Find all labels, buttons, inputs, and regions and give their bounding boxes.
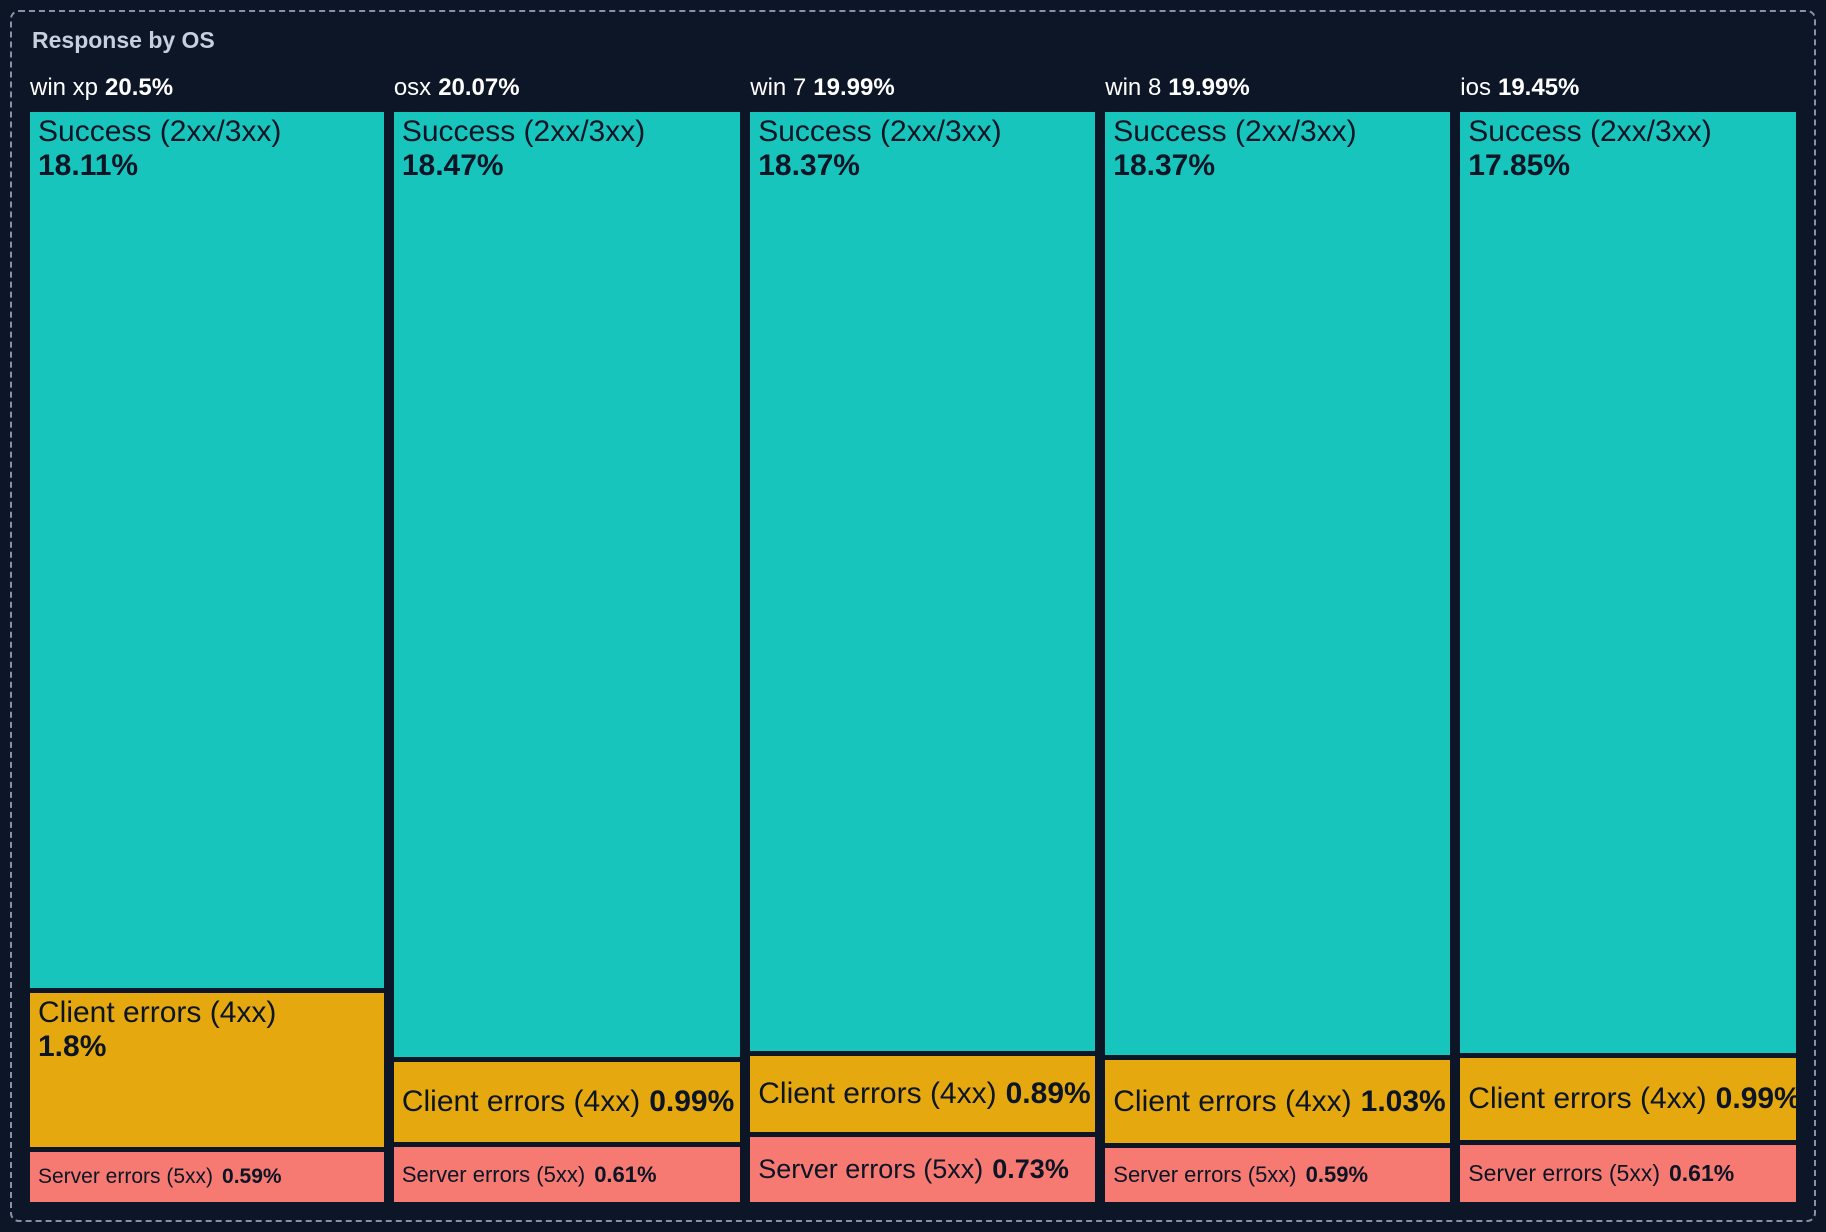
segment-value: 0.59% (1305, 1162, 1369, 1188)
segment-ios-server-errors[interactable]: Server errors (5xx) 0.61% (1460, 1145, 1796, 1202)
segment-name: Server errors (5xx) (1468, 1160, 1660, 1187)
segment-value: 1.8% (38, 1030, 107, 1064)
segment-win-xp-server-errors[interactable]: Server errors (5xx) 0.59% (30, 1151, 384, 1202)
os-total-value: 19.99% (813, 74, 895, 101)
segment-value: 18.37% (758, 148, 860, 182)
column-ios: ios 19.45% Success (2xx/3xx) 17.85% Clien… (1460, 72, 1796, 1202)
os-total-value: 19.99% (1168, 74, 1250, 101)
segment-stack: Success (2xx/3xx) 18.11% Client errors (… (30, 112, 384, 1202)
os-label: ios (1460, 74, 1491, 101)
marimekko-chart: win xp 20.5% Success (2xx/3xx) 18.11% Cli… (30, 72, 1796, 1202)
column-win-7: win 7 19.99% Success (2xx/3xx) 18.37% Cli… (750, 72, 1096, 1202)
segment-value: 0.99% (1715, 1082, 1796, 1116)
segment-win-8-server-errors[interactable]: Server errors (5xx) 0.59% (1105, 1148, 1451, 1202)
segment-value: 18.37% (1113, 148, 1216, 182)
segment-value: 0.99% (649, 1084, 735, 1118)
response-by-os-panel: Response by OS win xp 20.5% Success (2xx/… (10, 10, 1816, 1222)
segment-value: 0.89% (1005, 1076, 1091, 1110)
segment-win-xp-client-errors[interactable]: Client errors (4xx) 1.8% (30, 993, 384, 1147)
segment-win-8-client-errors[interactable]: Client errors (4xx) 1.03% (1105, 1060, 1451, 1144)
segment-name: Server errors (5xx) (758, 1153, 984, 1184)
segment-value: 1.03% (1360, 1084, 1446, 1118)
os-total-value: 20.07% (438, 74, 520, 101)
segment-name: Success (2xx/3xx) (38, 115, 282, 148)
os-label: win 7 (750, 74, 807, 101)
column-header-win-xp: win xp 20.5% (30, 72, 384, 104)
os-label: win 8 (1105, 74, 1162, 101)
segment-name: Server errors (5xx) (1113, 1162, 1297, 1188)
segment-osx-success[interactable]: Success (2xx/3xx) 18.47% (393, 112, 741, 1057)
column-header-ios: ios 19.45% (1460, 72, 1796, 104)
column-win-xp: win xp 20.5% Success (2xx/3xx) 18.11% Cli… (30, 72, 384, 1202)
segment-value: 0.61% (1669, 1160, 1735, 1187)
segment-value: 18.11% (38, 148, 139, 182)
segment-name: Success (2xx/3xx) (401, 115, 646, 148)
segment-win-xp-success[interactable]: Success (2xx/3xx) 18.11% (30, 112, 384, 989)
segment-name: Success (2xx/3xx) (1468, 115, 1712, 148)
column-header-osx: osx 20.07% (394, 72, 740, 104)
segment-win-7-server-errors[interactable]: Server errors (5xx) 0.73% (750, 1136, 1096, 1202)
os-label: osx (393, 74, 432, 101)
segment-win-7-client-errors[interactable]: Client errors (4xx) 0.89% (750, 1055, 1096, 1132)
segment-value: 18.47% (401, 148, 504, 182)
segment-stack: Success (2xx/3xx) 17.85% Client errors (… (1460, 112, 1796, 1202)
segment-name: Client errors (4xx) (1468, 1082, 1707, 1116)
segment-value: 0.59% (222, 1164, 282, 1188)
os-label: win xp (30, 74, 99, 101)
chart-title: Response by OS (32, 27, 215, 53)
segment-value: 0.61% (594, 1161, 657, 1187)
os-total-value: 20.5% (105, 74, 174, 101)
segment-name: Client errors (4xx) (1113, 1084, 1352, 1118)
column-header-win-8: win 8 19.99% (1105, 72, 1450, 104)
segment-name: Client errors (4xx) (401, 1084, 641, 1118)
column-header-win-7: win 7 19.99% (750, 72, 1095, 104)
column-win-8: win 8 19.99% Success (2xx/3xx) 18.37% Cli… (1105, 72, 1451, 1202)
segment-name: Client errors (4xx) (758, 1076, 997, 1110)
segment-value: 0.73% (992, 1153, 1069, 1184)
segment-stack: Success (2xx/3xx) 18.37% Client errors (… (1105, 112, 1451, 1202)
segment-stack: Success (2xx/3xx) 18.37% Client errors (… (750, 112, 1096, 1202)
segment-name: Client errors (4xx) (38, 996, 277, 1030)
segment-name: Server errors (5xx) (401, 1161, 586, 1187)
segment-name: Success (2xx/3xx) (1113, 115, 1357, 148)
segment-osx-server-errors[interactable]: Server errors (5xx) 0.61% (393, 1147, 741, 1202)
segment-osx-client-errors[interactable]: Client errors (4xx) 0.99% (393, 1061, 741, 1143)
segment-stack: Success (2xx/3xx) 18.47% Client errors (… (393, 112, 741, 1202)
os-total-value: 19.45% (1497, 74, 1580, 101)
segment-ios-client-errors[interactable]: Client errors (4xx) 0.99% (1460, 1058, 1796, 1141)
segment-value: 17.85% (1468, 148, 1571, 182)
segment-win-7-success[interactable]: Success (2xx/3xx) 18.37% (750, 112, 1096, 1051)
column-osx: osx 20.07% Success (2xx/3xx) 18.47% Clien… (393, 72, 741, 1202)
segment-ios-success[interactable]: Success (2xx/3xx) 17.85% (1460, 112, 1796, 1054)
segment-name: Server errors (5xx) (38, 1164, 214, 1188)
segment-win-8-success[interactable]: Success (2xx/3xx) 18.37% (1105, 112, 1451, 1056)
segment-name: Success (2xx/3xx) (758, 115, 1002, 148)
